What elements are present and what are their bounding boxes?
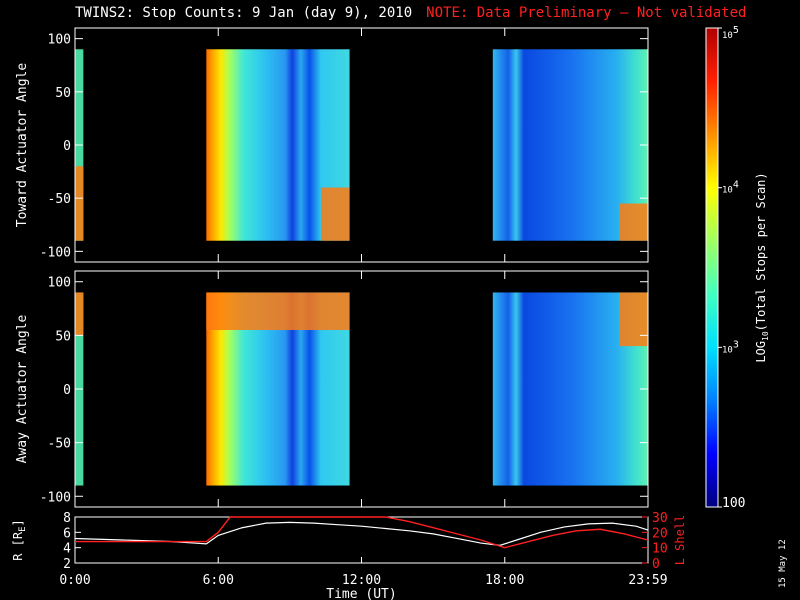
- x-tick-label: 6:00: [203, 573, 234, 588]
- y-axis-label: Away Actuator Angle: [15, 314, 30, 463]
- y-axis-label: Toward Actuator Angle: [15, 63, 30, 228]
- x-tick-label: 23:59: [628, 573, 667, 588]
- line-panel-frame: [74, 516, 649, 564]
- y-tick-label: 0: [63, 139, 71, 154]
- x-tick-label: 12:00: [342, 573, 381, 588]
- lshell-series-line: [75, 516, 649, 549]
- right-tick-label: 30: [652, 511, 668, 526]
- saturated-region: [619, 203, 648, 241]
- date-stamp: 15 May 12: [778, 539, 788, 588]
- colorbar-tick-label: 103: [722, 339, 739, 355]
- y-tick-label: -50: [48, 192, 71, 207]
- y-tick-label: 100: [48, 276, 71, 291]
- saturated-region: [75, 292, 84, 336]
- saturated-region: [75, 166, 84, 241]
- colorbar-tick-label: 104: [722, 180, 739, 196]
- colorbar-label: LOG10(Total Stops per Scan): [754, 172, 770, 362]
- title-main: TWINS2: Stop Counts: 9 Jan (day 9), 2010: [75, 5, 413, 21]
- preliminary-note: NOTE: Data Preliminary – Not validated: [426, 5, 747, 21]
- colorbar: [705, 27, 719, 508]
- x-tick-label: 18:00: [485, 573, 524, 588]
- y-tick-label: 4: [63, 542, 71, 557]
- lshell-axis-label: L Shell: [673, 515, 687, 566]
- right-tick-label: 0: [652, 557, 660, 572]
- y-tick-label: 6: [63, 526, 71, 541]
- saturated-region: [206, 292, 350, 330]
- y-tick-label: 100: [48, 33, 71, 48]
- x-tick-label: 0:00: [59, 573, 90, 588]
- plot-title: TWINS2: Stop Counts: 9 Jan (day 9), 2010…: [75, 5, 746, 21]
- r-axis-label: R [RE]: [11, 519, 28, 561]
- y-tick-label: 2: [63, 557, 71, 572]
- y-tick-label: -50: [48, 437, 71, 452]
- y-tick-label: 0: [63, 383, 71, 398]
- saturated-region: [619, 292, 648, 347]
- x-axis-label: Time (UT): [326, 587, 396, 600]
- y-tick-label: -100: [40, 245, 71, 260]
- colorbar-tick-label: 100: [722, 496, 745, 511]
- colorbar-tick-label: 105: [722, 25, 739, 41]
- right-tick-label: 20: [652, 526, 668, 541]
- y-tick-label: 50: [55, 86, 71, 101]
- saturated-region: [320, 187, 350, 241]
- right-tick-label: 10: [652, 542, 668, 557]
- y-tick-label: 8: [63, 511, 71, 526]
- y-tick-label: 50: [55, 329, 71, 344]
- y-tick-label: -100: [40, 490, 71, 505]
